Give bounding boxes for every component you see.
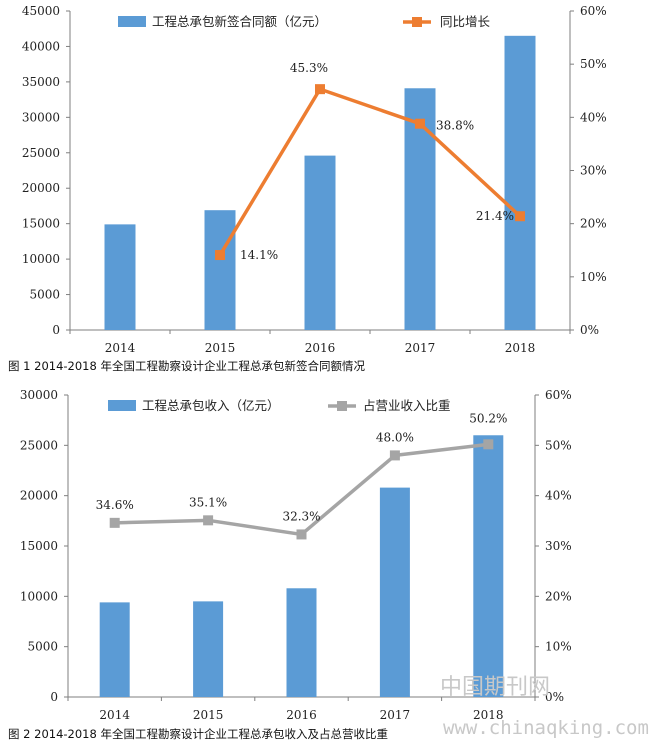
x-tick-label: 2018 [505, 341, 536, 355]
line-point [515, 211, 525, 222]
line-point [215, 250, 225, 261]
legend-bar-swatch [108, 400, 136, 411]
y-left-tick-label: 0 [50, 690, 58, 704]
x-tick-label: 2016 [286, 708, 317, 722]
chart-1: 0 5000 10000 15000 20000 25000 30000 35000 40000… [22, 4, 607, 355]
x-tick-label: 2016 [305, 341, 336, 355]
chart-1-caption: 图 1 2014-2018 年全国工程勘察设计企业工程总承包新签合同额情况 [8, 359, 365, 373]
x-tick-label: 2014 [99, 708, 130, 722]
y-left-tick-label: 30000 [20, 388, 58, 402]
y-right-tick-label: 60% [545, 388, 572, 402]
line-point [109, 517, 120, 528]
y-left-tick-label: 5000 [27, 640, 58, 654]
y-left-tick-label: 0 [52, 323, 60, 337]
x-tick-label: 2014 [105, 341, 136, 355]
data-label: 45.3% [290, 61, 328, 75]
y-left-tick-label: 10000 [20, 589, 58, 603]
y-right-tick-label: 20% [580, 217, 607, 231]
x-tick-label: 2015 [205, 341, 236, 355]
y-right-tick-label: 0% [580, 323, 599, 337]
legend-line-label: 同比增长 [440, 14, 491, 29]
y-left-tick-label: 25000 [20, 438, 58, 452]
line-point [315, 84, 325, 95]
bar [473, 435, 504, 697]
y-right-tick-label: 10% [580, 270, 607, 284]
line-point [203, 515, 214, 526]
bar [104, 224, 136, 330]
data-label: 32.3% [282, 509, 320, 523]
line-point [483, 439, 494, 450]
bar [304, 155, 336, 330]
bar [204, 210, 236, 330]
x-tick-label: 2018 [473, 708, 504, 722]
legend-bar-label: 工程总承包新签合同额（亿元） [152, 14, 327, 29]
x-tick-label: 2017 [380, 708, 411, 722]
data-label: 14.1% [240, 248, 278, 262]
y-right-tick-label: 50% [580, 57, 607, 71]
y-left-tick-label: 25000 [22, 146, 60, 160]
y-left-tick-label: 40000 [22, 39, 60, 53]
data-label: 38.8% [436, 119, 474, 133]
y-left-tick-label: 5000 [29, 288, 60, 302]
bar [286, 588, 317, 697]
y-right-tick-label: 50% [545, 438, 572, 452]
y-right-tick-label: 30% [580, 164, 607, 178]
y-left-tick-label: 20000 [22, 181, 60, 195]
y-right-tick-label: 30% [545, 539, 572, 553]
legend-bar-label: 工程总承包收入（亿元） [142, 398, 280, 413]
y-left-tick-label: 20000 [20, 489, 58, 503]
y-left-tick-label: 15000 [20, 539, 58, 553]
y-right-tick-label: 0% [545, 690, 564, 704]
y-left-tick-label: 15000 [22, 217, 60, 231]
y-left-tick-label: 45000 [22, 4, 60, 18]
y-right-tick-label: 60% [580, 4, 607, 18]
line-point [415, 118, 425, 129]
data-label: 48.0% [376, 430, 414, 444]
legend-bar-swatch [118, 16, 146, 27]
data-label: 50.2% [469, 411, 507, 425]
line-point [389, 450, 400, 461]
y-right-tick-label: 20% [545, 589, 572, 603]
legend-line-label: 占营业收入比重 [363, 398, 451, 413]
y-right-tick-label: 40% [580, 110, 607, 124]
watermark-url: www.chinaqking.com [443, 717, 649, 739]
bar [379, 487, 410, 697]
line-point [296, 529, 307, 540]
x-tick-label: 2017 [405, 341, 436, 355]
bar [193, 601, 224, 697]
y-right-tick-label: 10% [545, 640, 572, 654]
y-left-tick-label: 30000 [22, 110, 60, 124]
y-right-tick-label: 40% [545, 489, 572, 503]
chart-2-caption: 图 2 2014-2018 年全国工程勘察设计企业工程总承包收入及占总营收比重 [8, 727, 388, 741]
data-label: 21.4% [476, 209, 514, 223]
x-tick-label: 2015 [193, 708, 224, 722]
watermark-text: 中国期刊网 [440, 675, 550, 700]
legend-line-marker [412, 17, 422, 27]
y-left-tick-label: 10000 [22, 252, 60, 266]
legend-line-marker [337, 401, 347, 411]
chart-2: 0 5000 10000 15000 20000 25000 30000 0% 10% 20% 30… [20, 388, 572, 722]
series-line [218, 87, 522, 256]
data-label: 34.6% [96, 498, 134, 512]
data-label: 35.1% [189, 495, 227, 509]
bar [504, 35, 536, 331]
bar [99, 602, 130, 697]
y-left-tick-label: 35000 [22, 75, 60, 89]
